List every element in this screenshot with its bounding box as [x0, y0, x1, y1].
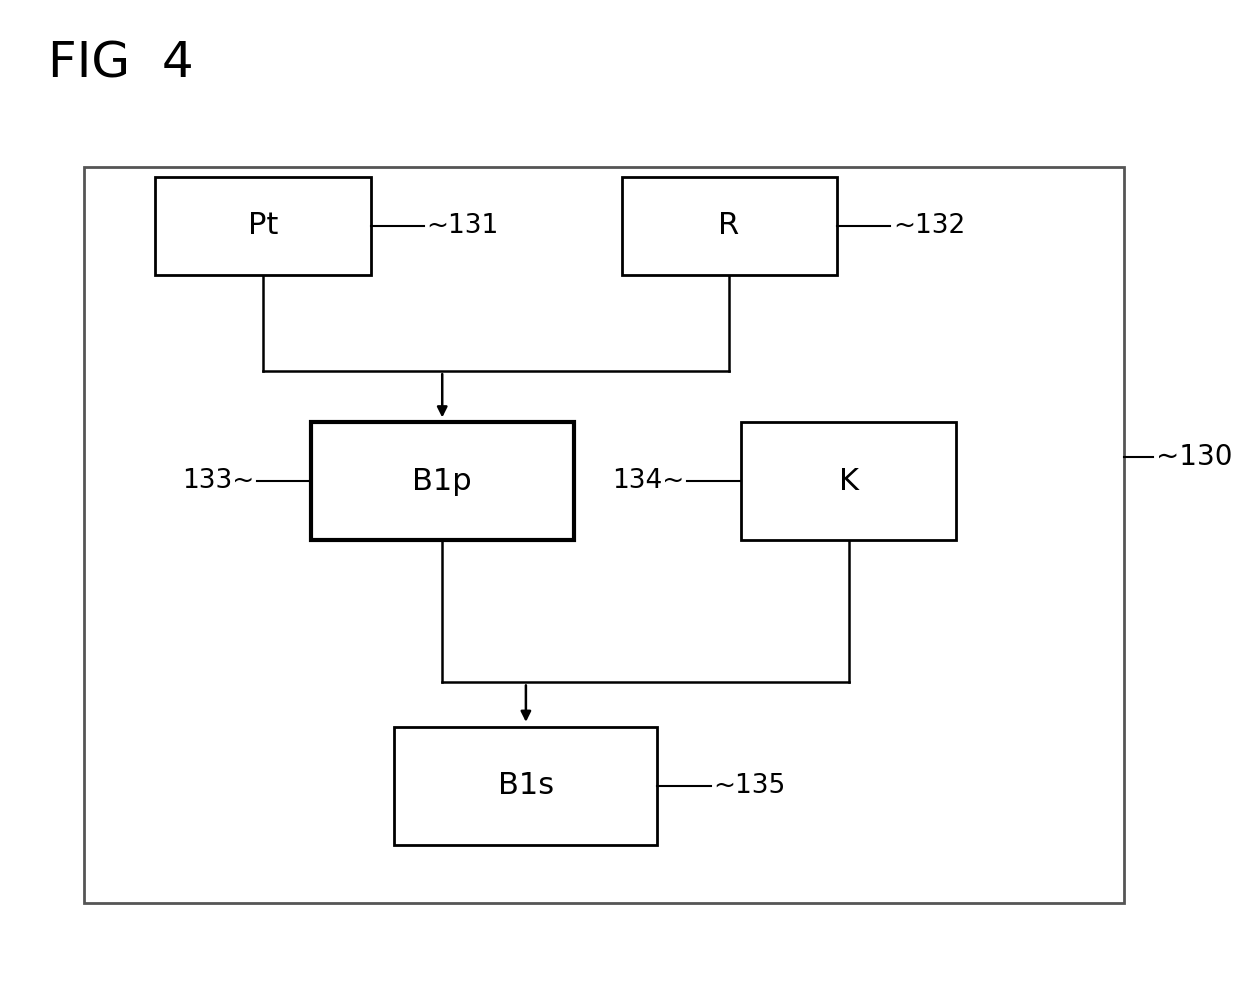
Text: ~132: ~132 [893, 213, 965, 239]
Text: Pt: Pt [248, 211, 278, 241]
Text: R: R [718, 211, 740, 241]
Bar [311, 422, 574, 540]
Text: B1p: B1p [413, 466, 472, 496]
Text: ~131: ~131 [427, 213, 498, 239]
Bar [83, 167, 1123, 903]
Text: FIG  4: FIG 4 [48, 39, 193, 87]
Bar [742, 422, 956, 540]
Bar [155, 177, 371, 275]
Text: ~135: ~135 [713, 773, 786, 798]
Text: K: K [838, 466, 858, 496]
Text: 133~: 133~ [182, 468, 254, 494]
Bar [621, 177, 837, 275]
Text: ~130: ~130 [1156, 443, 1233, 470]
Bar [394, 727, 657, 845]
Text: 134~: 134~ [613, 468, 684, 494]
Text: B1s: B1s [497, 771, 554, 800]
